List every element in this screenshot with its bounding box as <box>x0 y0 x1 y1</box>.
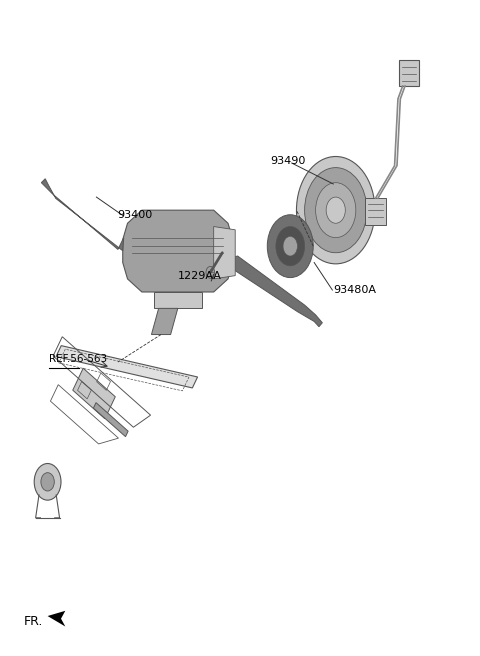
Text: FR.: FR. <box>24 615 43 628</box>
Polygon shape <box>73 368 115 419</box>
Polygon shape <box>365 198 386 224</box>
Circle shape <box>305 168 367 253</box>
Circle shape <box>34 464 61 500</box>
Circle shape <box>41 473 54 491</box>
Text: 93480A: 93480A <box>333 285 376 295</box>
Circle shape <box>276 226 305 266</box>
Circle shape <box>267 215 313 277</box>
Circle shape <box>283 236 298 256</box>
Text: REF.56-563: REF.56-563 <box>48 354 107 365</box>
Circle shape <box>206 266 215 278</box>
Text: 1229AA: 1229AA <box>178 271 221 281</box>
Circle shape <box>316 182 356 237</box>
Polygon shape <box>152 308 178 335</box>
Circle shape <box>297 157 375 264</box>
Text: 93400: 93400 <box>117 211 152 220</box>
Polygon shape <box>123 210 233 292</box>
Circle shape <box>326 197 345 223</box>
Polygon shape <box>214 226 235 279</box>
Polygon shape <box>48 611 65 626</box>
Polygon shape <box>399 60 420 86</box>
Polygon shape <box>233 256 323 327</box>
Polygon shape <box>154 292 202 308</box>
Polygon shape <box>56 346 198 388</box>
Polygon shape <box>94 403 128 437</box>
Text: 93490: 93490 <box>270 156 306 166</box>
Polygon shape <box>41 178 124 251</box>
